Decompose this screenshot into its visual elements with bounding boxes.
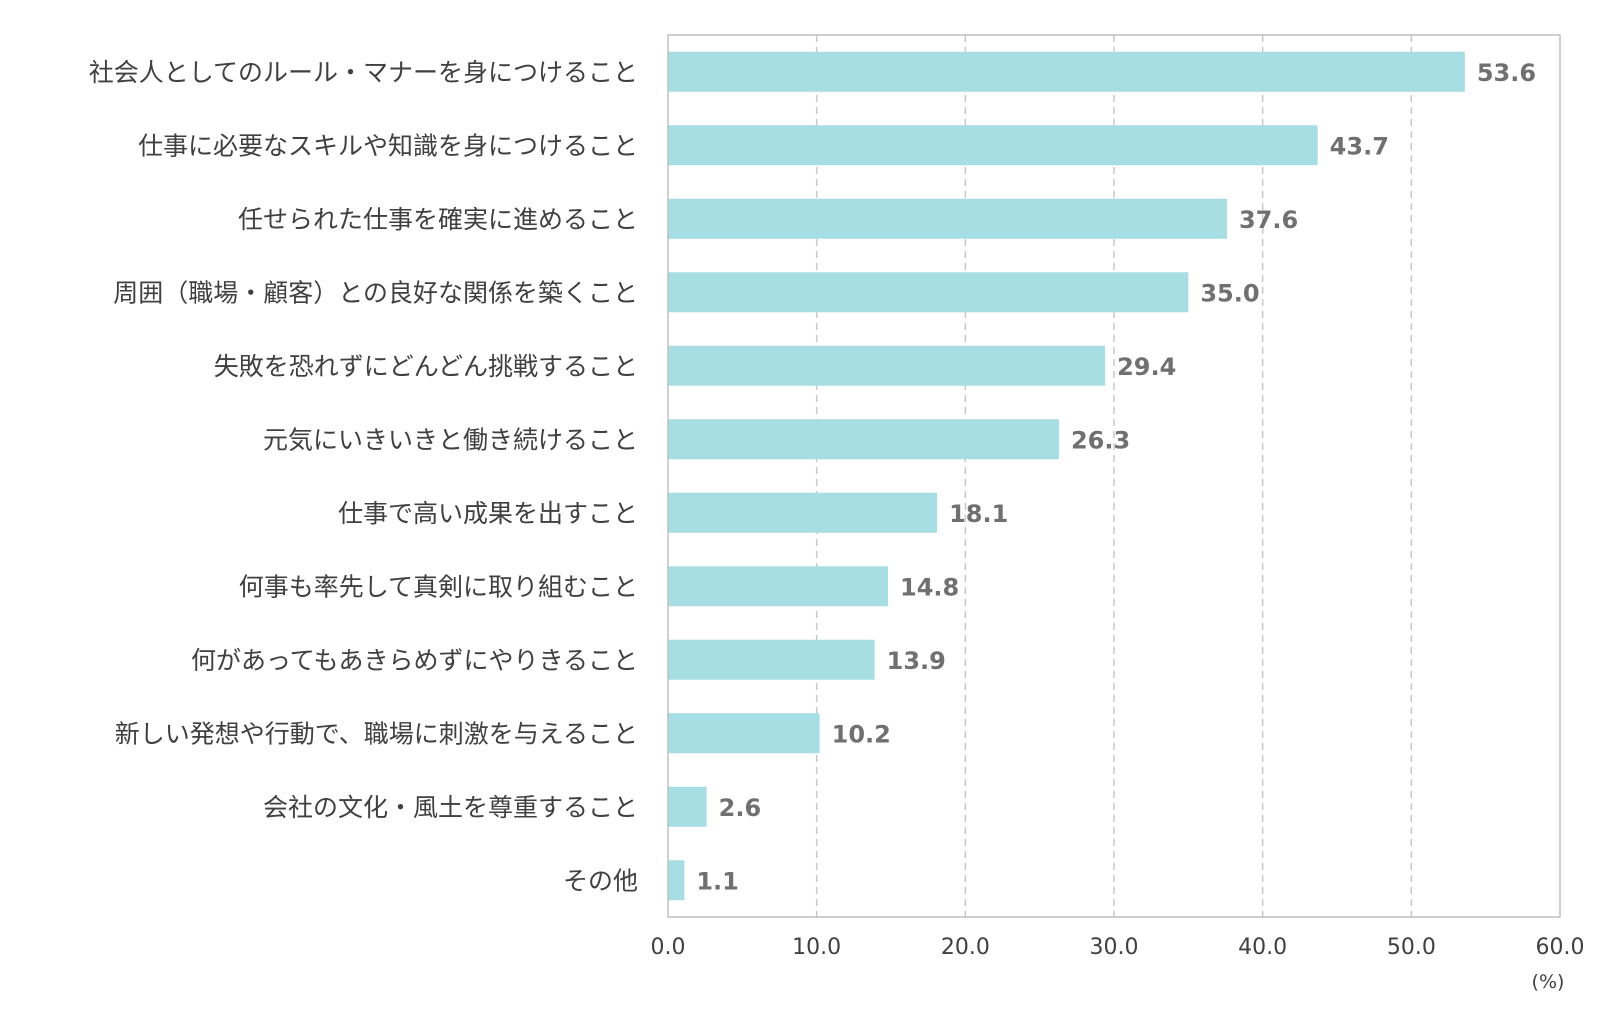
data-label: 26.3: [1071, 426, 1130, 454]
data-label: 13.9: [887, 647, 946, 675]
category-label: 失敗を恐れずにどんどん挑戦すること: [214, 352, 638, 381]
category-label: 仕事で高い成果を出すこと: [338, 499, 638, 528]
bar: [668, 272, 1189, 313]
x-tick-label: 60.0: [1536, 935, 1585, 960]
x-tick-label: 0.0: [651, 935, 686, 960]
data-label: 53.6: [1477, 59, 1536, 87]
category-label: 周囲（職場・顧客）との良好な関係を築くこと: [113, 278, 638, 307]
data-label: 1.1: [696, 867, 739, 895]
bar: [668, 713, 820, 754]
category-label: 任せられた仕事を確実に進めること: [238, 205, 638, 234]
category-labels: 社会人としてのルール・マナーを身につけること仕事に必要なスキルや知識を身につける…: [89, 58, 638, 896]
bar: [668, 566, 889, 607]
category-label: 新しい発想や行動で、職場に刺激を与えること: [115, 719, 638, 748]
bar: [668, 345, 1106, 386]
x-axis-ticks: 0.0 10.0 20.0 30.0 40.0 50.0 60.0: [651, 935, 1585, 960]
grid-lines: [815, 35, 1413, 917]
data-label: 18.1: [949, 500, 1008, 528]
data-label: 14.8: [900, 573, 959, 601]
data-label: 2.6: [719, 794, 762, 822]
bar: [668, 639, 875, 680]
x-axis-unit: (%): [1532, 971, 1565, 993]
bar: [668, 125, 1318, 166]
bar: [668, 419, 1059, 460]
category-label: 社会人としてのルール・マナーを身につけること: [89, 58, 638, 87]
bar: [668, 51, 1465, 92]
category-label: 何があってもあきらめずにやりきること: [191, 646, 638, 675]
plot-border: [667, 34, 1561, 918]
category-label: 元気にいきいきと働き続けること: [263, 425, 638, 454]
x-tick-label: 10.0: [792, 935, 841, 960]
data-label: 10.2: [832, 720, 891, 748]
data-label: 35.0: [1200, 279, 1259, 307]
x-tick-label: 20.0: [941, 935, 990, 960]
x-tick-label: 30.0: [1090, 935, 1139, 960]
category-label: その他: [563, 866, 638, 895]
data-label: 43.7: [1330, 132, 1389, 160]
category-label: 会社の文化・風土を尊重すること: [263, 793, 638, 822]
data-label: 29.4: [1117, 353, 1176, 381]
bar: [668, 786, 707, 827]
x-tick-label: 50.0: [1387, 935, 1436, 960]
category-label: 何事も率先して真剣に取り組むこと: [239, 572, 638, 601]
bar: [668, 198, 1227, 239]
bars: [668, 51, 1465, 901]
data-label: 37.6: [1239, 206, 1298, 234]
x-tick-label: 40.0: [1238, 935, 1287, 960]
category-label: 仕事に必要なスキルや知識を身につけること: [138, 131, 638, 160]
bar: [668, 492, 938, 533]
value-labels: 53.6 43.7 37.6 35.0 29.4 26.3 18.1 14.8 13.9 10.2…: [696, 59, 1536, 896]
plot-frame: [667, 34, 1561, 918]
bar: [668, 860, 685, 901]
